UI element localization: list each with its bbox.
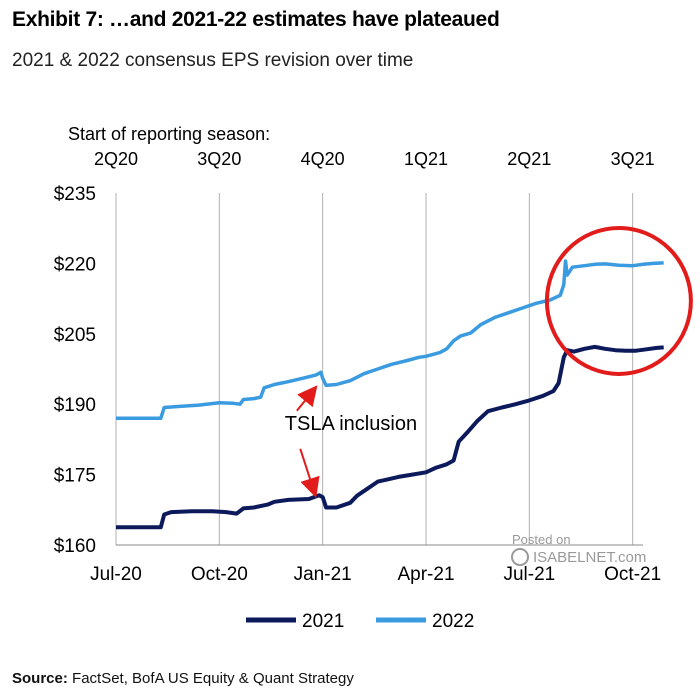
isabelnet-watermark: Posted on ISABELNET.com [511, 532, 646, 566]
y-tick-label: $220 [54, 254, 96, 275]
x-tick-label: Jul-20 [90, 564, 142, 585]
season-label: 3Q20 [197, 149, 241, 169]
season-label: 1Q21 [404, 149, 448, 169]
source-text: FactSet, BofA US Equity & Quant Strategy [72, 670, 354, 687]
annotation-tsla-inclusion: TSLA inclusion [285, 413, 417, 435]
series-line-2021 [116, 344, 664, 530]
arrow-to-2021-line [299, 448, 320, 498]
legend: 2021 2022 [246, 611, 474, 632]
y-tick-label: $190 [54, 395, 96, 416]
legend-label-2021: 2021 [302, 611, 344, 632]
x-tick-label: Jan-21 [294, 564, 352, 585]
watermark-logo-icon [511, 548, 529, 566]
source-note: Source: FactSet, BofA US Equity & Quant … [12, 670, 354, 687]
series-line-2022 [116, 259, 664, 421]
series-lines [116, 259, 664, 530]
chart-subtitle: 2021 & 2022 consensus EPS revision over … [12, 50, 414, 71]
season-label: 2Q20 [94, 149, 138, 169]
watermark-line2: ISABELNET.com [533, 549, 646, 566]
season-labels: 2Q20 3Q20 4Q20 1Q21 2Q21 3Q21 [94, 149, 655, 169]
season-label: 4Q20 [301, 149, 345, 169]
x-tick-label: Jul-21 [503, 564, 555, 585]
source-label: Source: [12, 670, 68, 687]
y-tick-label: $235 [54, 184, 96, 205]
x-tick-label: Oct-21 [604, 564, 661, 585]
highlight-ellipse [544, 225, 693, 376]
x-tick-label: Oct-20 [191, 564, 248, 585]
exhibit-title: Exhibit 7: …and 2021-22 estimates have p… [12, 8, 500, 31]
y-tick-label: $175 [54, 466, 96, 487]
watermark-line1: Posted on [512, 532, 571, 547]
y-axis-ticks: $160 $175 $190 $205 $220 $235 [54, 184, 96, 557]
season-label: 2Q21 [507, 149, 551, 169]
x-tick-label: Apr-21 [397, 564, 454, 585]
annotations: TSLA inclusion [285, 225, 693, 498]
y-tick-label: $160 [54, 536, 96, 557]
x-axis-ticks: Jul-20 Oct-20 Jan-21 Apr-21 Jul-21 Oct-21 [90, 564, 661, 585]
arrow-to-2022-line [296, 385, 318, 412]
season-label: 3Q21 [611, 149, 655, 169]
top-axis-title: Start of reporting season: [68, 124, 270, 144]
vertical-grid [115, 193, 643, 546]
y-tick-label: $205 [54, 325, 96, 346]
legend-label-2022: 2022 [432, 611, 474, 632]
